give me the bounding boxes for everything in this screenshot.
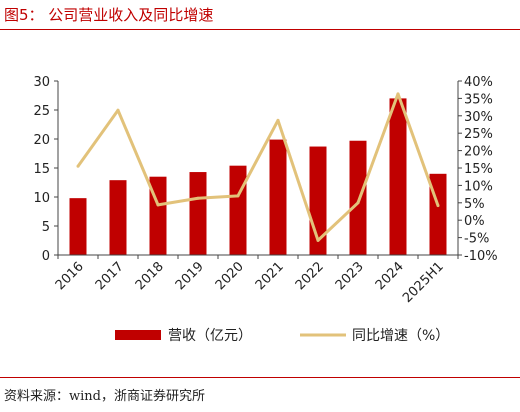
figure-title: 图5： 公司营业收入及同比增速 [4, 6, 214, 24]
right-tick-label: 40% [464, 75, 493, 90]
growth-point-2023 [356, 201, 360, 205]
right-tick-label: 5% [464, 197, 485, 212]
legend-label-growth: 同比增速（%） [352, 328, 449, 344]
x-tick-label: 2018 [133, 259, 167, 293]
x-tick-label: 2016 [53, 259, 87, 293]
x-tick-label: 2021 [253, 259, 287, 293]
growth-point-2020 [236, 194, 240, 198]
x-tick-label: 2024 [373, 259, 407, 293]
bar-2020 [229, 165, 247, 255]
right-tick-label: -10% [464, 249, 498, 264]
right-tick-label: 20% [464, 145, 493, 160]
x-tick-label: 2019 [173, 259, 207, 293]
right-tick-label: 10% [464, 179, 493, 194]
growth-point-2021 [276, 118, 280, 122]
growth-point-2016 [76, 164, 80, 168]
right-tick-label: -5% [464, 232, 489, 247]
header-divider [0, 29, 520, 30]
right-tick-label: 15% [464, 162, 493, 177]
left-tick-label: 20 [33, 133, 50, 148]
x-tick-label: 2025H1 [400, 259, 447, 306]
legend-label-revenue: 营收（亿元） [168, 328, 252, 344]
left-tick-label: 0 [42, 249, 50, 264]
footer-divider [0, 377, 520, 378]
growth-point-2019 [196, 196, 200, 200]
bar-2019 [189, 172, 207, 255]
left-tick-label: 25 [33, 104, 50, 119]
bar-2023 [349, 140, 367, 255]
growth-line [76, 92, 440, 242]
left-tick-label: 15 [33, 162, 50, 177]
growth-point-2025H1 [436, 204, 440, 208]
figure-header: 图5： 公司营业收入及同比增速 [0, 0, 520, 30]
legend-swatch-revenue [115, 330, 161, 340]
right-tick-label: 0% [464, 214, 485, 229]
left-tick-label: 30 [33, 75, 50, 90]
source-note: 资料来源：wind，浙商证券研究所 [4, 389, 205, 404]
growth-point-2017 [116, 108, 120, 112]
growth-point-2024 [396, 92, 400, 96]
right-tick-label: 30% [464, 110, 493, 125]
right-tick-label: 25% [464, 127, 493, 142]
bar-2017 [109, 180, 127, 255]
left-tick-label: 10 [33, 191, 50, 206]
x-tick-label: 2017 [93, 259, 127, 293]
x-tick-label: 2023 [333, 259, 367, 293]
x-tick-label: 2020 [213, 259, 247, 293]
bar-2016 [69, 198, 87, 255]
bar-2021 [269, 139, 287, 255]
growth-point-2022 [316, 238, 320, 242]
right-tick-label: 35% [464, 92, 493, 107]
growth-point-2018 [156, 203, 160, 207]
bar-2024 [389, 98, 407, 256]
x-tick-label: 2022 [293, 259, 327, 293]
left-tick-label: 5 [42, 220, 50, 235]
